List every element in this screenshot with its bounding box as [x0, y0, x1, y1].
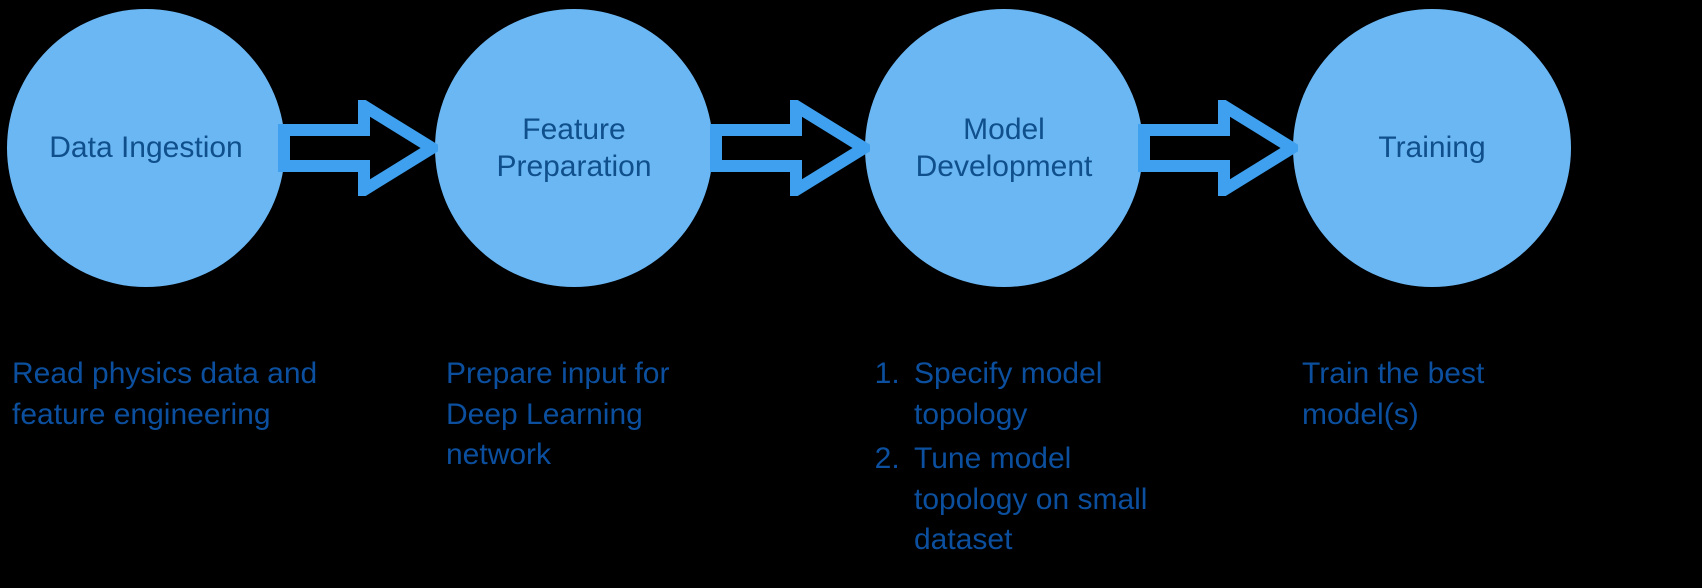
desc-model-development: Specify model topology Tune model topolo… [876, 354, 1186, 565]
node-label: Data Ingestion [49, 129, 242, 167]
desc-list: Specify model topology Tune model topolo… [876, 354, 1186, 561]
node-feature-preparation: Feature Preparation [435, 9, 713, 287]
node-model-development: Model Development [865, 9, 1143, 287]
desc-training: Train the best model(s) [1302, 354, 1602, 435]
desc-list-item: Tune model topology on small dataset [908, 439, 1186, 561]
node-data-ingestion: Data Ingestion [7, 9, 285, 287]
node-label: Model Development [885, 111, 1123, 186]
desc-feature-preparation: Prepare input for Deep Learning network [446, 354, 746, 476]
arrow-icon [278, 100, 438, 196]
desc-text: Prepare input for Deep Learning network [446, 357, 669, 471]
desc-text: Train the best model(s) [1302, 357, 1484, 431]
node-training: Training [1293, 9, 1571, 287]
flowchart-stage: Data Ingestion Feature Preparation Model… [0, 0, 1702, 588]
arrow-icon [710, 100, 870, 196]
desc-list-item: Specify model topology [908, 354, 1186, 435]
desc-text: Read physics data and feature engineerin… [12, 357, 317, 431]
node-label: Training [1378, 129, 1485, 167]
node-label: Feature Preparation [455, 111, 693, 186]
desc-data-ingestion: Read physics data and feature engineerin… [12, 354, 342, 435]
arrow-icon [1138, 100, 1298, 196]
